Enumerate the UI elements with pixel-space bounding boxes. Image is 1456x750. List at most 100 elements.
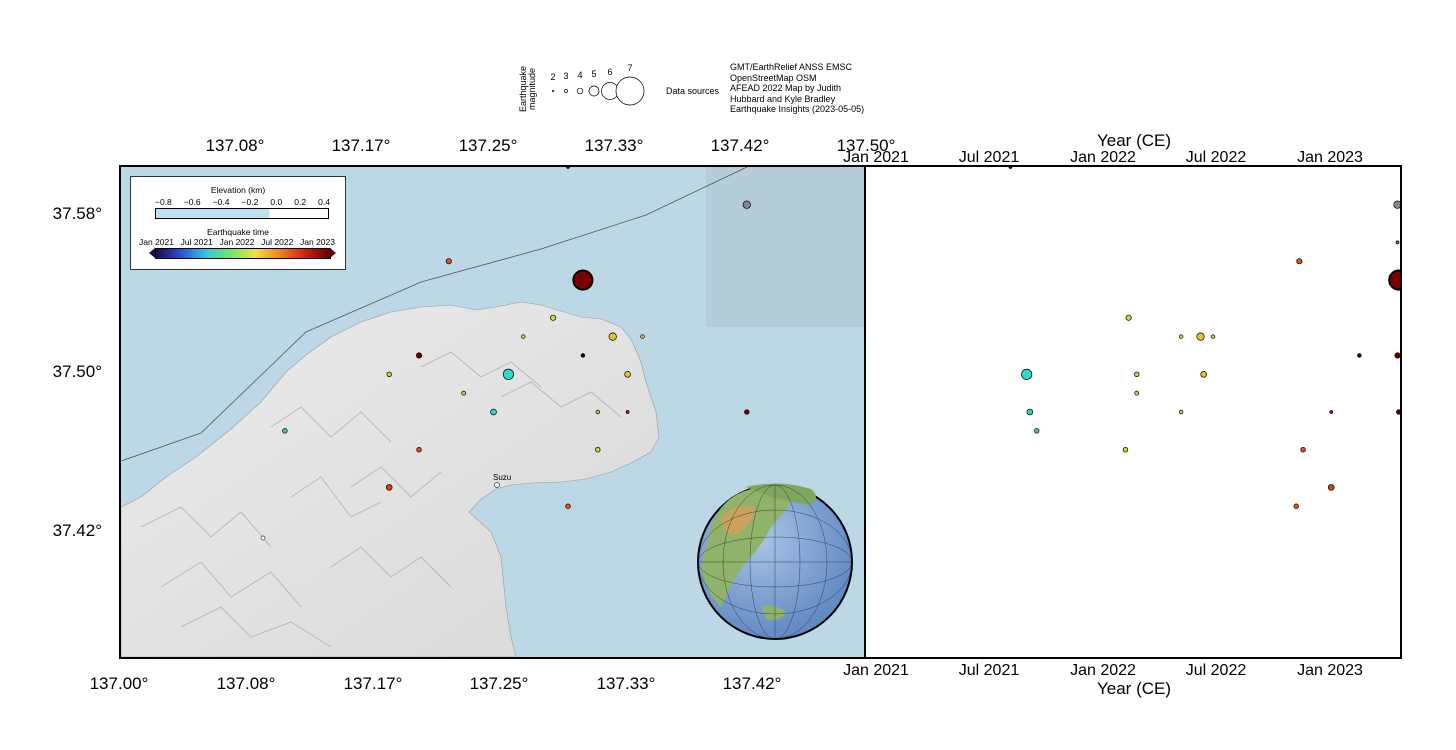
earthquake-marker	[416, 447, 422, 453]
mag-circle-3	[564, 89, 568, 93]
earthquake-marker	[580, 353, 586, 358]
land-mass	[121, 301, 660, 657]
timeline-bottom-title: Year (CE)	[1096, 679, 1172, 698]
timeline-top-title: Year (CE)	[1096, 131, 1172, 150]
time-bottom-label: Jul 2021	[958, 662, 1020, 679]
mag-label-4: 4	[577, 70, 582, 80]
magnitude-legend-circles: 2 3 4 5 6 7	[550, 63, 645, 106]
earthquake-marker	[565, 503, 571, 509]
mag-label-5: 5	[591, 69, 596, 79]
lon-top-label: 137.33°	[584, 136, 644, 155]
data-source-line: GMT/EarthRelief ANSS EMSC	[730, 62, 853, 72]
timeline-earthquake-marker	[1125, 314, 1132, 321]
lon-bottom-label: 137.25°	[469, 674, 529, 693]
timeline-earthquake-marker	[1200, 371, 1207, 378]
timeline-earthquake-marker	[1388, 269, 1400, 291]
lon-top-label: 137.50°	[836, 136, 896, 155]
magnitude-legend-title: Earthquake magnitude	[518, 65, 537, 112]
timeline-earthquake-marker	[1008, 167, 1013, 169]
earthquake-marker	[566, 167, 570, 169]
timeline-canvas	[1008, 167, 1400, 509]
timeline-earthquake-marker	[1327, 484, 1335, 491]
lon-bottom-label: 137.33°	[596, 674, 656, 693]
map-panel[interactable]: Suzu Elevation (km) −0.8 −0.6	[119, 165, 866, 659]
earthquake-marker	[742, 200, 751, 209]
earthquake-marker	[502, 368, 514, 380]
timeline-earthquake-marker	[1196, 332, 1205, 341]
earthquake-marker	[550, 314, 557, 321]
timeline-earthquake-marker	[1134, 390, 1140, 396]
time-tick: Jan 2021	[139, 237, 174, 247]
mag-circle-7	[615, 76, 645, 106]
data-sources-title: Data sources	[666, 86, 720, 96]
timeline-earthquake-marker	[1293, 503, 1299, 509]
elev-tick: −0.4	[212, 197, 230, 207]
time-colorbar-right-arrow	[330, 248, 336, 258]
timeline-events	[1008, 167, 1400, 509]
globe-land-desert	[721, 505, 756, 535]
time-tick: Jul 2021	[180, 237, 213, 247]
lon-bottom-label: 137.08°	[216, 674, 276, 693]
globe-land-siberia	[746, 483, 816, 505]
time-tick: Jan 2023	[300, 237, 335, 247]
lon-top-label: 137.42°	[710, 136, 770, 155]
earthquake-marker	[625, 410, 630, 414]
timeline-earthquake-marker	[1021, 368, 1033, 380]
earthquake-marker	[608, 332, 617, 341]
earthquake-marker	[385, 484, 393, 491]
timeline-earthquake-marker	[1026, 408, 1034, 416]
data-source-line: Hubbard and Kyle Bradley	[730, 93, 836, 104]
timeline-earthquake-marker	[1134, 371, 1140, 377]
time-bottom-label: Jan 2023	[1297, 662, 1363, 679]
data-source-line: AFEAD 2022 Map by Judith	[730, 83, 842, 93]
data-sources-list: GMT/EarthRelief ANSS EMSC OpenStreetMap …	[730, 62, 864, 115]
map-canvas: Suzu	[121, 167, 864, 657]
magnitude-legend: Earthquake magnitude 2 3 4 5 6 7	[515, 62, 655, 112]
earthquake-marker	[521, 334, 526, 339]
globe-inset	[697, 483, 853, 640]
map-events	[282, 167, 751, 509]
lon-bottom-label: 137.00°	[89, 674, 149, 693]
time-ticks: Jan 2021 Jul 2021 Jan 2022 Jul 2022 Jan …	[139, 237, 335, 247]
lat-label: 37.42°	[52, 521, 102, 540]
elev-tick: 0.2	[294, 197, 307, 207]
timeline-earthquake-marker	[1178, 409, 1184, 415]
time-tick: Jul 2022	[261, 237, 294, 247]
town-marker	[260, 535, 266, 541]
earthquake-marker	[572, 269, 594, 291]
timeline-earthquake-marker	[1296, 258, 1303, 265]
lon-bottom-label: 137.42°	[722, 674, 782, 693]
time-top-label: Jan 2021	[843, 149, 909, 166]
earthquake-marker	[282, 428, 288, 434]
elev-tick: −0.6	[183, 197, 201, 207]
earthquake-marker	[595, 447, 601, 453]
terrain-ridges	[140, 351, 622, 648]
earthquake-marker	[490, 408, 497, 416]
mag-circle-2	[551, 89, 555, 93]
globe-graticule	[697, 484, 853, 640]
earthquake-marker	[640, 334, 645, 339]
data-source-line: Earthquake Insights (2023-05-05)	[730, 104, 865, 114]
elev-tick: −0.2	[241, 197, 259, 207]
time-top-label: Jul 2022	[1185, 149, 1247, 166]
timeline-earthquake-marker	[1329, 410, 1334, 414]
time-colorbar	[155, 248, 331, 259]
earthquake-marker	[415, 352, 423, 359]
mag-label-6: 6	[607, 67, 612, 77]
timeline-earthquake-marker	[1300, 447, 1306, 453]
earthquake-marker	[461, 390, 467, 396]
timeline-earthquake-marker	[1034, 428, 1040, 434]
deep-relief-patch	[706, 167, 864, 327]
time-legend-title: Earthquake time	[207, 227, 269, 237]
elevation-ticks: −0.8 −0.6 −0.4 −0.2 0.0 0.2 0.4	[155, 197, 330, 207]
timeline-earthquake-marker	[1122, 447, 1129, 453]
elev-tick: 0.0	[270, 197, 283, 207]
timeline-earthquake-marker	[1395, 240, 1400, 245]
elevation-legend-title: Elevation (km)	[210, 185, 266, 195]
elev-tick: −0.8	[155, 197, 172, 207]
lat-label: 37.58°	[52, 204, 102, 223]
globe-land-islands	[761, 605, 786, 620]
time-bottom-label: Jul 2022	[1185, 662, 1247, 679]
timeline-panel[interactable]	[866, 165, 1402, 659]
data-source-line: OpenStreetMap OSM	[730, 72, 817, 83]
